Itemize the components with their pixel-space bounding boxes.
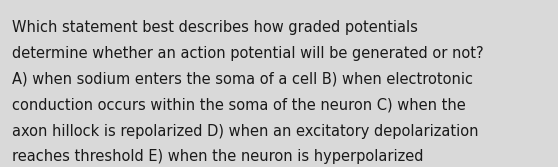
Text: Which statement best describes how graded potentials: Which statement best describes how grade… [12,20,418,35]
Text: A) when sodium enters the soma of a cell B) when electrotonic: A) when sodium enters the soma of a cell… [12,72,473,87]
Text: conduction occurs within the soma of the neuron C) when the: conduction occurs within the soma of the… [12,98,466,113]
Text: reaches threshold E) when the neuron is hyperpolarized: reaches threshold E) when the neuron is … [12,149,424,164]
Text: axon hillock is repolarized D) when an excitatory depolarization: axon hillock is repolarized D) when an e… [12,124,479,139]
Text: determine whether an action potential will be generated or not?: determine whether an action potential wi… [12,46,484,61]
